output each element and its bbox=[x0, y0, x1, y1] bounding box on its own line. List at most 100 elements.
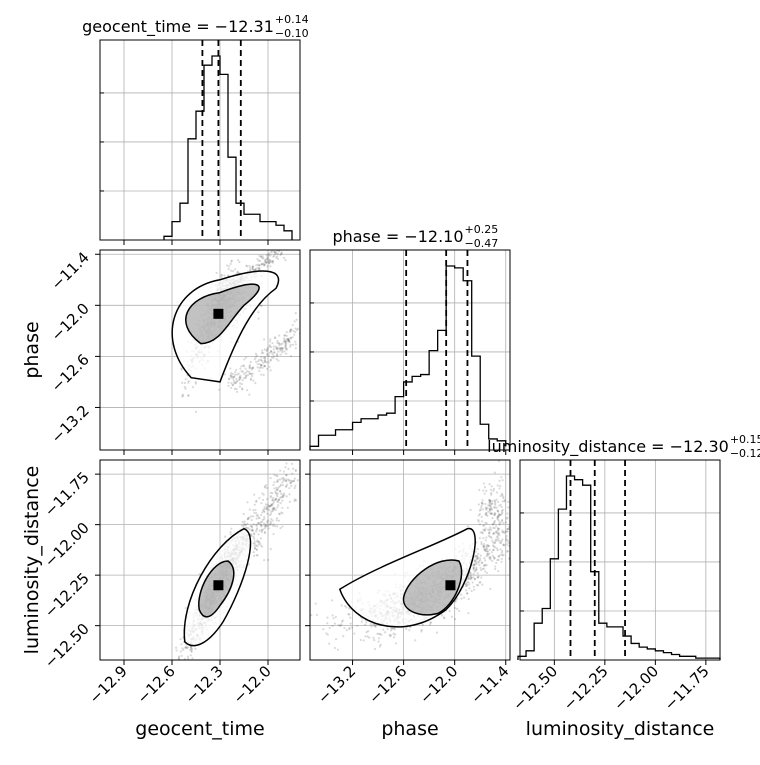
posterior-point bbox=[218, 388, 221, 391]
posterior-point bbox=[245, 526, 248, 530]
posterior-point bbox=[289, 237, 291, 239]
posterior-point bbox=[488, 528, 491, 531]
posterior-point bbox=[232, 375, 236, 379]
posterior-point bbox=[495, 525, 498, 528]
posterior-point bbox=[293, 320, 296, 323]
panel-title: luminosity_distance = −12.30+0.15−0.12 bbox=[487, 433, 760, 460]
posterior-point bbox=[250, 525, 253, 528]
posterior-point bbox=[493, 506, 496, 509]
posterior-point bbox=[474, 554, 477, 558]
posterior-point bbox=[456, 607, 459, 610]
posterior-point bbox=[257, 311, 260, 314]
posterior-point bbox=[500, 551, 504, 554]
posterior-point bbox=[274, 508, 278, 511]
posterior-point bbox=[261, 518, 265, 521]
posterior-point bbox=[365, 621, 368, 624]
posterior-point bbox=[498, 487, 501, 490]
posterior-point bbox=[269, 350, 273, 353]
posterior-point bbox=[285, 337, 289, 341]
posterior-point bbox=[405, 627, 408, 630]
posterior-point bbox=[285, 495, 288, 498]
posterior-point bbox=[242, 365, 246, 368]
posterior-point bbox=[246, 374, 249, 377]
posterior-point bbox=[480, 504, 483, 507]
posterior-point bbox=[230, 259, 233, 262]
posterior-point bbox=[234, 268, 237, 271]
posterior-point bbox=[476, 548, 479, 551]
posterior-point bbox=[297, 230, 299, 232]
posterior-point bbox=[260, 502, 263, 505]
posterior-point bbox=[495, 535, 499, 539]
posterior-point bbox=[475, 557, 479, 560]
posterior-point bbox=[262, 264, 266, 267]
posterior-point bbox=[480, 515, 483, 518]
posterior-point bbox=[471, 581, 474, 584]
posterior-point bbox=[376, 632, 379, 636]
posterior-point bbox=[264, 361, 267, 364]
posterior-point bbox=[460, 597, 463, 600]
posterior-point bbox=[488, 504, 491, 507]
posterior-point bbox=[227, 381, 230, 384]
posterior-point bbox=[473, 563, 476, 567]
posterior-point bbox=[279, 483, 283, 486]
posterior-point bbox=[185, 647, 188, 650]
posterior-point bbox=[485, 554, 488, 558]
posterior-point bbox=[264, 523, 267, 526]
posterior-point bbox=[263, 365, 266, 368]
posterior-point bbox=[198, 573, 201, 576]
posterior-point bbox=[229, 533, 232, 536]
posterior-point bbox=[498, 539, 501, 543]
posterior-point bbox=[454, 600, 457, 603]
title-minus: −0.47 bbox=[465, 237, 499, 250]
posterior-point bbox=[236, 373, 239, 376]
posterior-point bbox=[190, 650, 193, 653]
posterior-point bbox=[177, 655, 181, 658]
posterior-point bbox=[420, 629, 423, 632]
posterior-point bbox=[373, 624, 376, 627]
y-tick-label: −11.75 bbox=[41, 468, 93, 520]
posterior-point bbox=[497, 519, 500, 522]
posterior-point bbox=[347, 612, 350, 616]
posterior-point bbox=[483, 492, 486, 495]
posterior-point bbox=[299, 241, 301, 243]
posterior-point bbox=[506, 539, 509, 542]
posterior-point bbox=[273, 245, 275, 247]
posterior-point bbox=[281, 351, 284, 354]
posterior-point bbox=[336, 648, 340, 651]
posterior-point bbox=[246, 370, 249, 373]
posterior-point bbox=[476, 575, 479, 579]
posterior-point bbox=[263, 530, 267, 534]
posterior-point bbox=[499, 548, 502, 551]
posterior-point bbox=[289, 227, 291, 229]
posterior-point bbox=[271, 508, 274, 511]
posterior-point bbox=[259, 304, 262, 307]
posterior-point bbox=[175, 649, 178, 652]
posterior-point bbox=[520, 516, 522, 518]
posterior-point bbox=[250, 526, 254, 529]
posterior-point bbox=[274, 497, 278, 500]
posterior-point bbox=[301, 336, 303, 338]
posterior-point bbox=[249, 378, 252, 381]
posterior-point bbox=[367, 630, 370, 633]
posterior-point bbox=[273, 525, 277, 528]
posterior-point bbox=[494, 502, 497, 505]
posterior-point bbox=[271, 499, 274, 502]
posterior-point bbox=[501, 479, 504, 482]
posterior-point bbox=[258, 264, 261, 267]
posterior-point bbox=[276, 257, 279, 261]
posterior-point bbox=[255, 499, 258, 502]
posterior-point bbox=[281, 481, 284, 484]
posterior-point bbox=[481, 502, 485, 505]
posterior-point bbox=[259, 542, 262, 545]
posterior-point bbox=[260, 528, 263, 532]
posterior-point bbox=[293, 234, 295, 236]
posterior-point bbox=[280, 492, 283, 495]
posterior-point bbox=[235, 368, 238, 372]
posterior-point bbox=[281, 495, 285, 498]
posterior-point bbox=[472, 572, 475, 576]
posterior-point bbox=[260, 525, 263, 528]
posterior-point bbox=[262, 373, 265, 377]
posterior-point bbox=[485, 548, 488, 551]
posterior-point bbox=[475, 584, 479, 587]
posterior-point bbox=[255, 548, 258, 551]
